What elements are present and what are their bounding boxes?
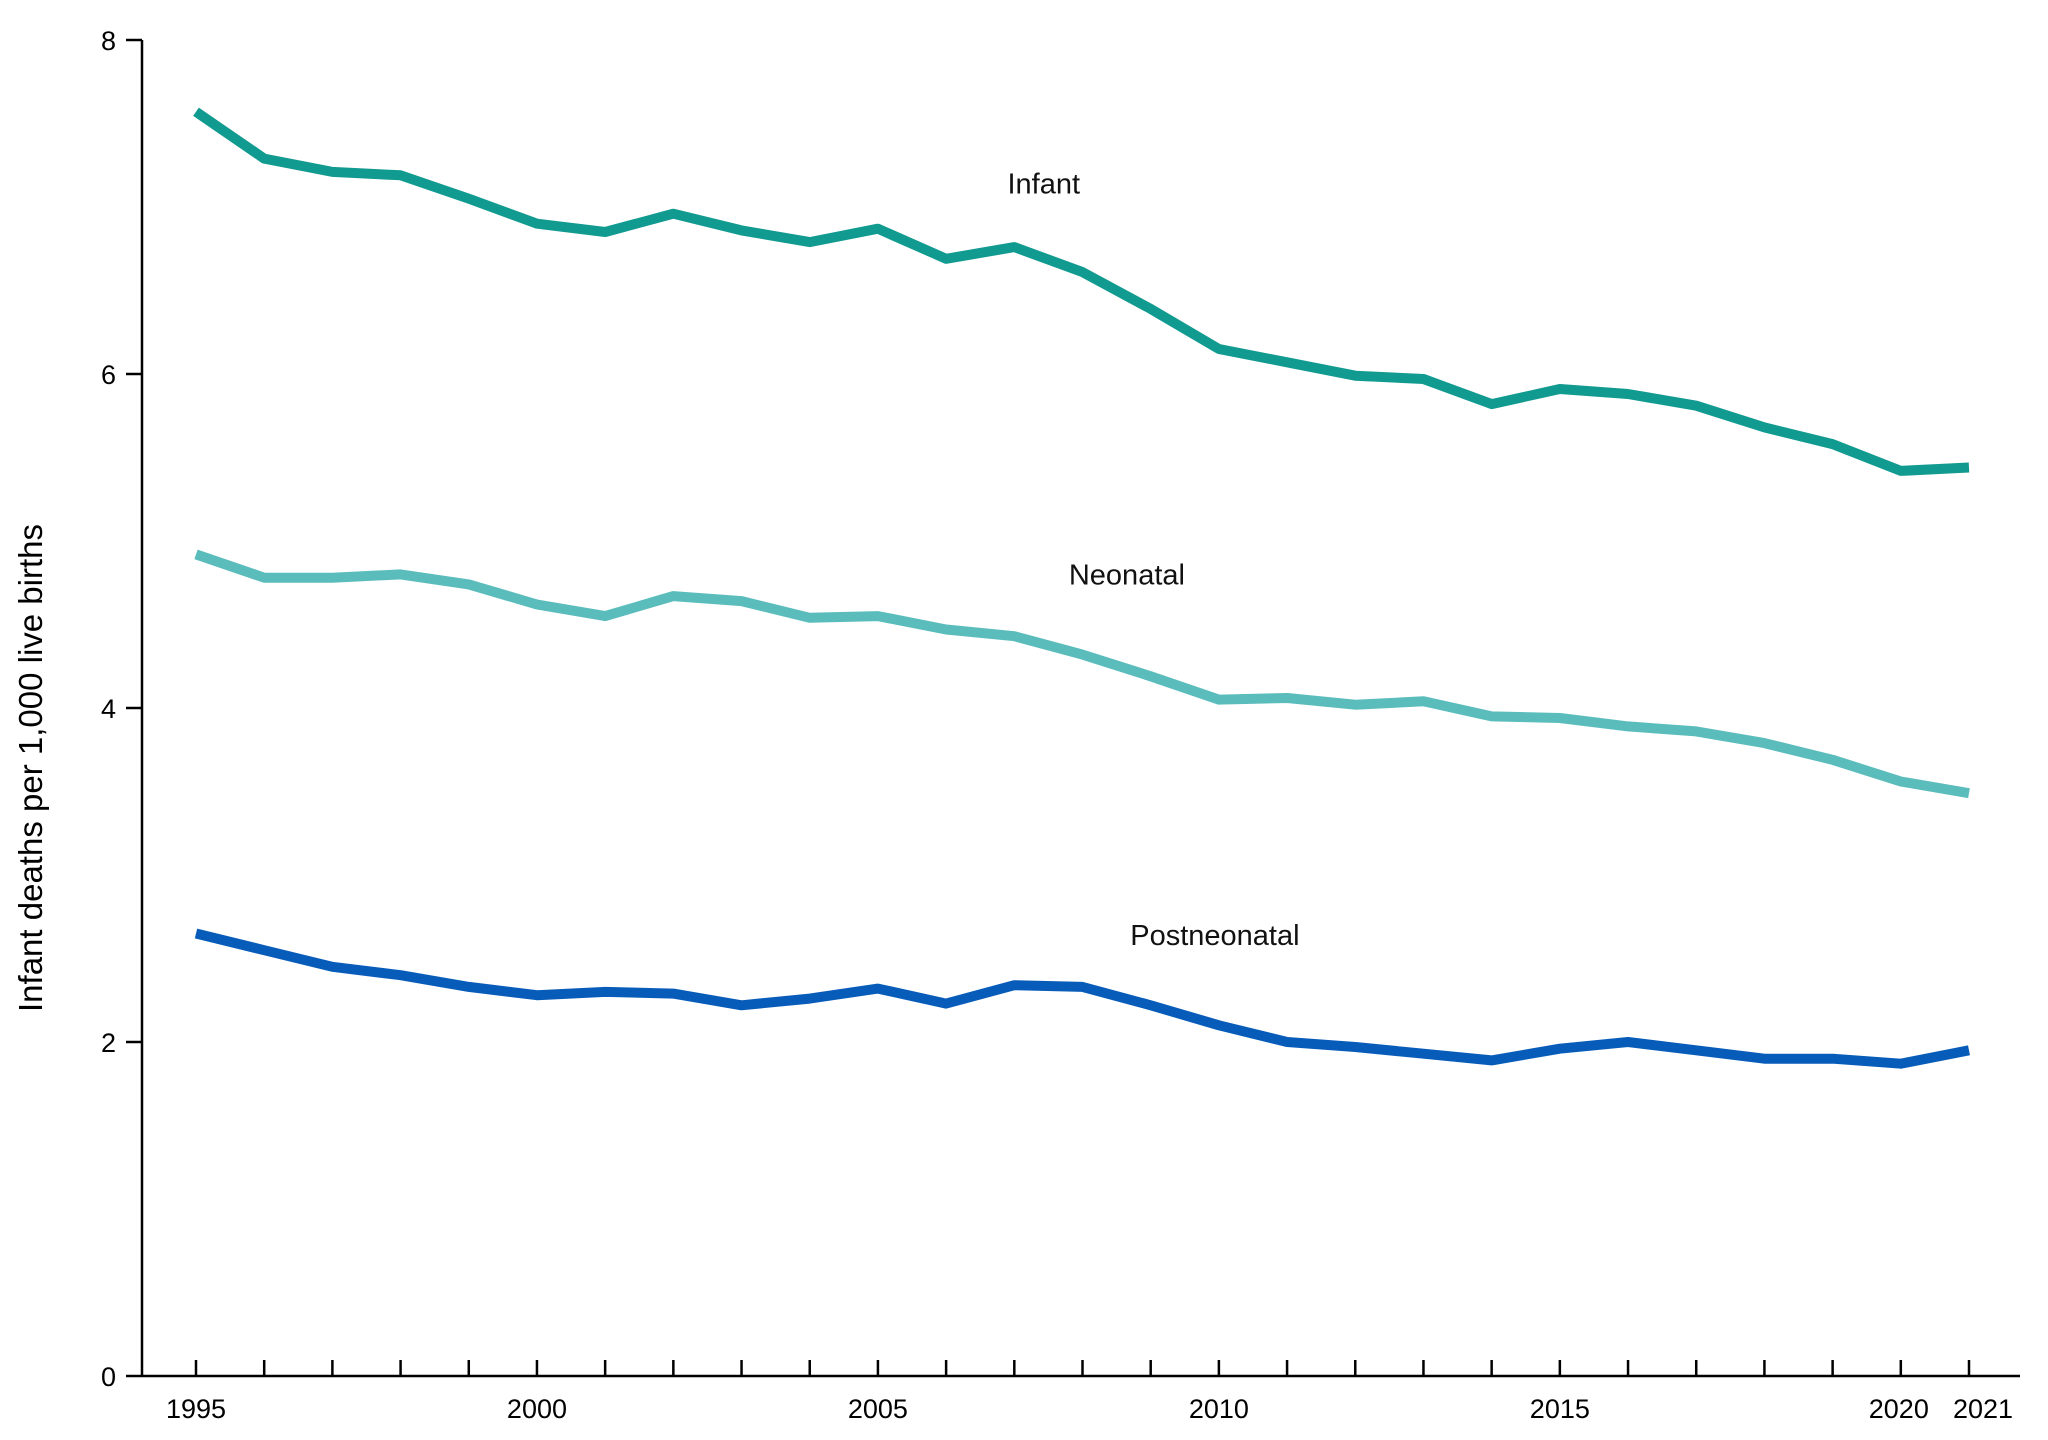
series-line-infant <box>193 107 1970 476</box>
series-lines <box>193 107 1970 1069</box>
axes: 0 2 4 6 8 1995 2000 2005 2010 2015 2020 2021 <box>101 26 2020 1424</box>
series-line-postneonatal <box>194 928 1970 1069</box>
series-label-neonatal: Neonatal <box>1069 559 1185 591</box>
x-tick-label: 2000 <box>507 1394 567 1424</box>
series-label-infant: Infant <box>1007 169 1080 201</box>
y-ticks: 0 2 4 6 8 <box>101 26 142 1392</box>
series-labels: Infant Neonatal Postneonatal <box>1007 169 1299 953</box>
y-tick-label: 6 <box>101 360 116 390</box>
y-axis-title: Infant deaths per 1,000 live births <box>12 524 49 1012</box>
series-line-neonatal <box>194 549 1970 799</box>
x-tick-label: 2020 <box>1869 1394 1929 1424</box>
y-tick-label: 8 <box>101 26 116 56</box>
x-tick-label: 2005 <box>848 1394 908 1424</box>
series-label-postneonatal: Postneonatal <box>1130 920 1299 952</box>
x-tick-label: 2010 <box>1189 1394 1249 1424</box>
y-tick-label: 0 <box>101 1362 116 1392</box>
y-tick-label: 4 <box>101 694 116 724</box>
y-tick-label: 2 <box>101 1028 116 1058</box>
x-tick-label: 2015 <box>1530 1394 1590 1424</box>
x-tick-label: 1995 <box>166 1394 226 1424</box>
x-tick-label: 2021 <box>1953 1394 2013 1424</box>
x-ticks: 1995 2000 2005 2010 2015 2020 2021 <box>166 1360 2013 1424</box>
